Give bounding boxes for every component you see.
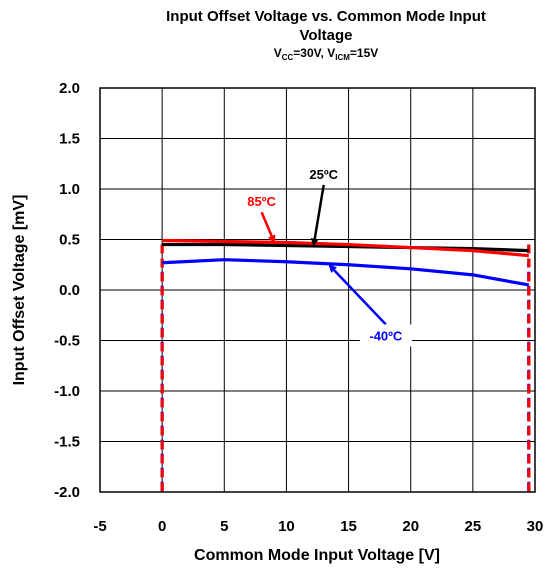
- annotations: 25ºC 85ºC -40ºC: [239, 162, 412, 347]
- subtitle-vicm-sub: ICM: [335, 53, 350, 62]
- series-line: [162, 238, 529, 258]
- x-tick-label: 30: [527, 518, 544, 535]
- y-tick-label: -1.0: [54, 383, 80, 400]
- subtitle-vicm-value: =15V: [350, 46, 378, 60]
- x-tick-label: 0: [158, 518, 166, 535]
- x-tick-label: 25: [465, 518, 482, 535]
- x-tick-label: 5: [220, 518, 228, 535]
- y-tick-labels: 2.0 1.5 1.0 0.5 0.0 -0.5 -1.0 -1.5 -2.0: [54, 80, 80, 501]
- annotation-arrow: [328, 264, 387, 326]
- y-tick-label: 2.0: [59, 80, 80, 97]
- y-tick-label: -1.5: [54, 434, 80, 451]
- annotation-box: [359, 324, 412, 347]
- subtitle-vcc-value: =30V,: [293, 46, 327, 60]
- series-line: [162, 242, 529, 253]
- grid: [100, 88, 535, 492]
- annotation-arrow: [260, 211, 276, 244]
- x-tick-labels: -5 0 5 10 15 20 25 30: [93, 518, 543, 535]
- chart-title-line1: Input Offset Voltage vs. Common Mode Inp…: [166, 8, 486, 25]
- x-tick-label: 20: [402, 518, 419, 535]
- chart-title-line2: Voltage: [299, 27, 352, 44]
- annotation-arrow: [310, 184, 325, 247]
- annotation-box: [239, 190, 284, 213]
- x-tick-label: 15: [340, 518, 357, 535]
- subtitle-vicm-symbol: V: [327, 46, 335, 60]
- y-tick-label: 1.0: [59, 181, 80, 198]
- y-tick-label: -2.0: [54, 484, 80, 501]
- series-layer: [160, 238, 531, 492]
- y-tick-label: 1.5: [59, 131, 80, 148]
- subtitle-vcc-sub: CC: [282, 53, 294, 62]
- x-tick-label: 10: [278, 518, 295, 535]
- subtitle-vcc-symbol: V: [274, 46, 282, 60]
- series-line: [162, 258, 530, 287]
- annotation-label: -40ºC: [369, 328, 403, 343]
- annotation-label: 85ºC: [247, 194, 276, 209]
- y-tick-label: -0.5: [54, 333, 80, 350]
- annotation-box: [301, 162, 346, 185]
- y-tick-label: 0.5: [59, 232, 80, 249]
- x-tick-label: -5: [93, 518, 106, 535]
- y-axis-label: Input Offset Voltage [mV]: [11, 195, 28, 386]
- x-axis-label: Common Mode Input Voltage [V]: [194, 547, 440, 564]
- annotation-label: 25ºC: [309, 167, 338, 182]
- y-tick-label: 0.0: [59, 282, 80, 299]
- chart-subtitle: VCC=30V, VICM=15V: [274, 46, 379, 62]
- plot-frame: [99, 87, 536, 493]
